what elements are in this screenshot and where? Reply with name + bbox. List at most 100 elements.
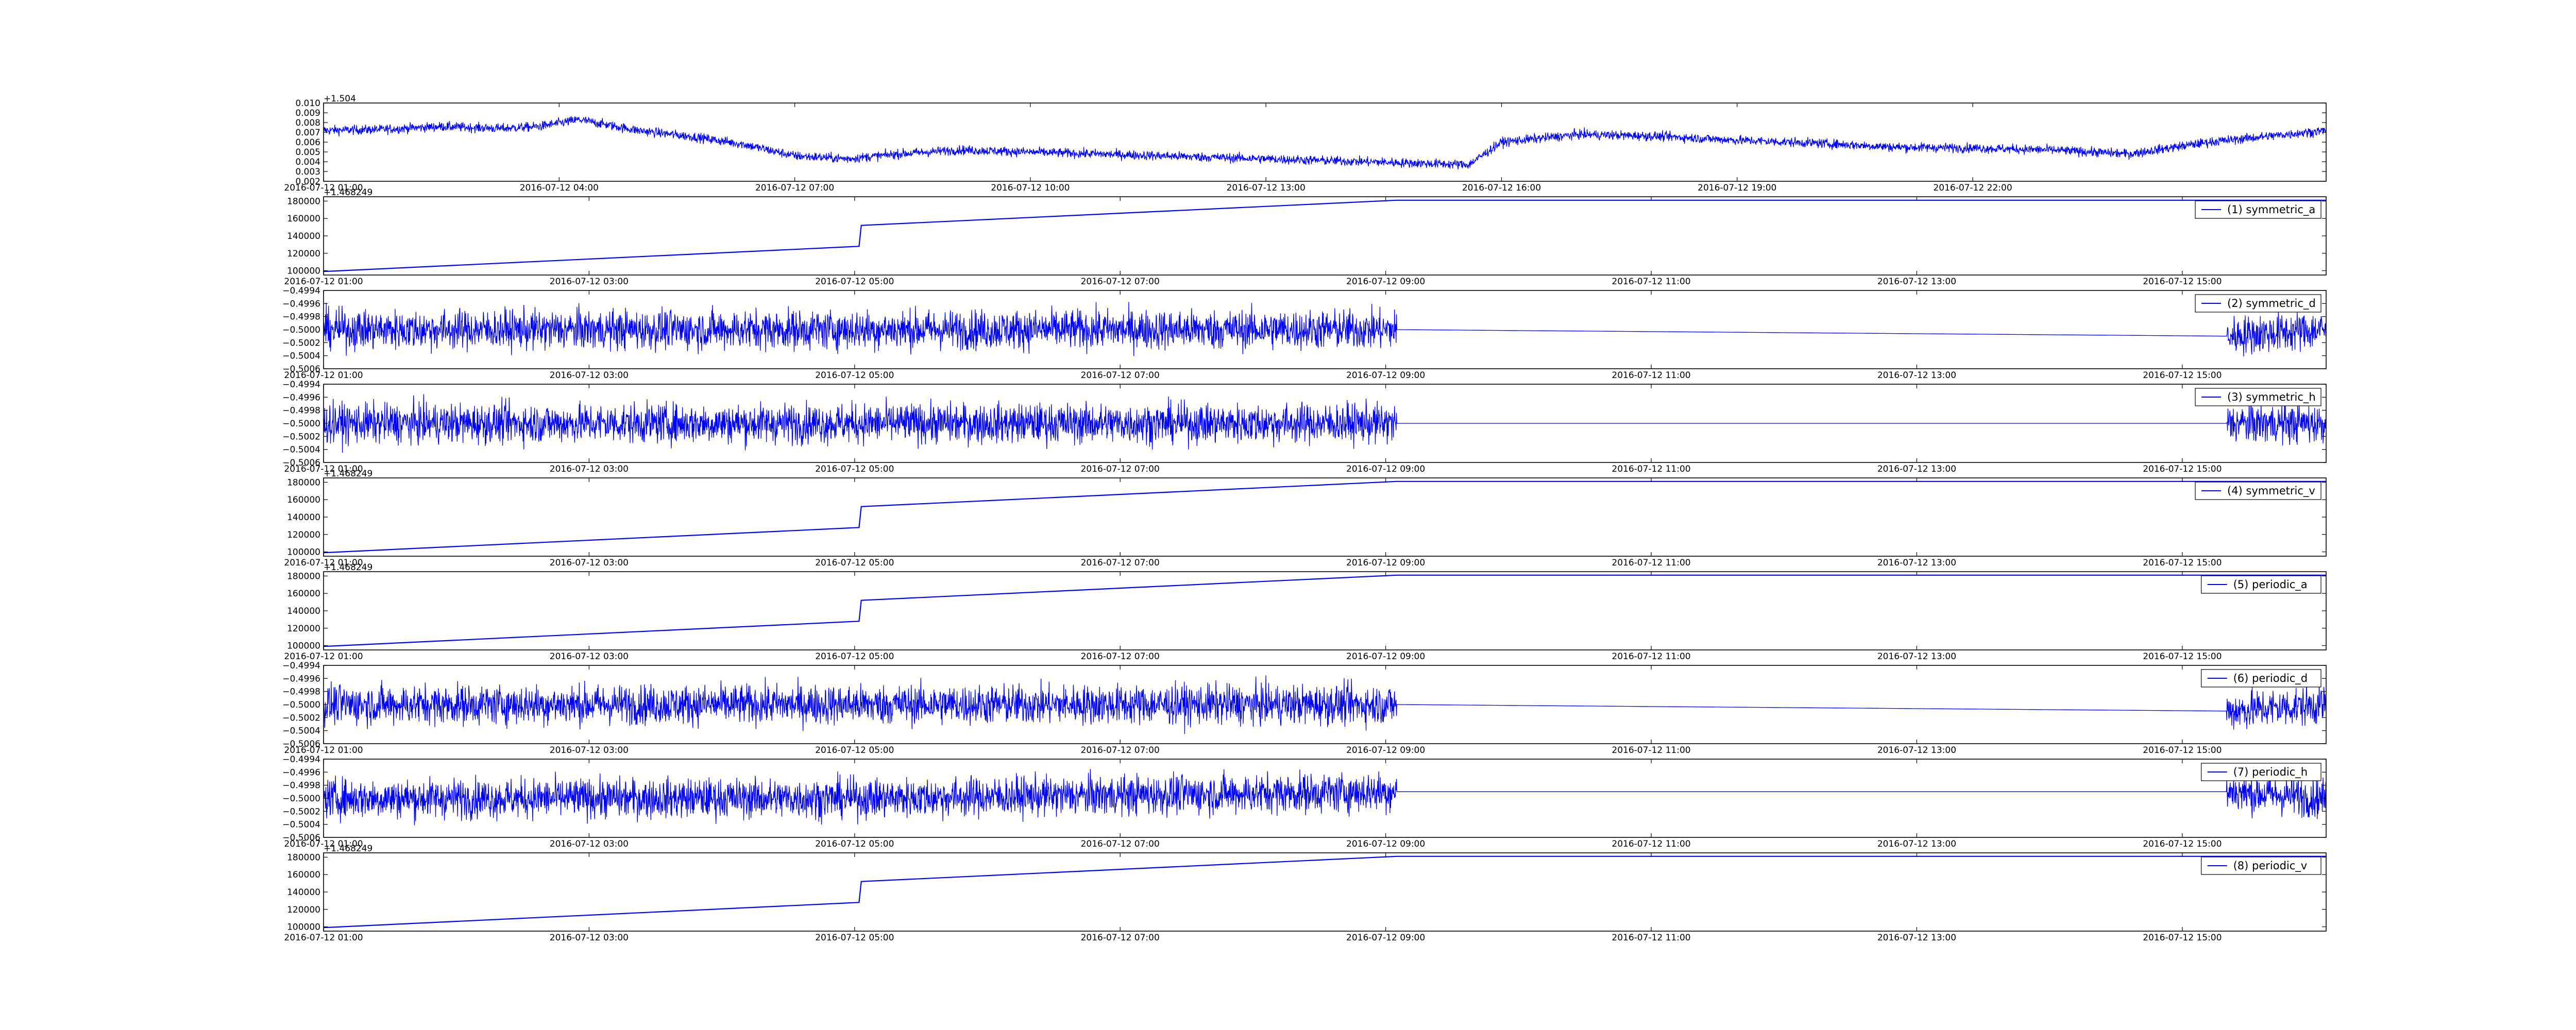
y-tick-label: −0.5006 — [282, 458, 320, 468]
y-tick-label: −0.5004 — [282, 351, 320, 362]
y-tick-label: −0.5002 — [282, 338, 320, 348]
x-tick-label: 2016-07-12 05:00 — [815, 651, 894, 662]
x-tick-label: 2016-07-12 09:00 — [1346, 558, 1425, 568]
x-tick-label: 2016-07-12 09:00 — [1346, 839, 1425, 849]
x-tick-label: 2016-07-12 13:00 — [1877, 651, 1956, 662]
x-tick-label: 2016-07-12 13:00 — [1877, 745, 1956, 756]
y-tick-label: −0.5000 — [282, 794, 320, 804]
x-tick-label: 2016-07-12 01:00 — [284, 651, 363, 662]
y-tick-label: −0.5000 — [282, 700, 320, 710]
y-tick-label: −0.4994 — [282, 380, 320, 390]
y-tick-label: 160000 — [287, 589, 320, 599]
x-tick-label: 2016-07-12 01:00 — [284, 277, 363, 287]
x-tick-label: 2016-07-12 11:00 — [1612, 370, 1690, 381]
legend-label: (4) symmetric_v — [2227, 485, 2315, 497]
x-tick-label: 2016-07-12 15:00 — [2143, 558, 2222, 568]
x-tick-label: 2016-07-12 01:00 — [284, 558, 363, 568]
y-tick-label: −0.5002 — [282, 713, 320, 723]
x-tick-label: 2016-07-12 07:00 — [1081, 370, 1160, 381]
x-tick-label: 2016-07-12 09:00 — [1346, 651, 1425, 662]
y-tick-label: −0.4998 — [282, 312, 320, 322]
series-line-5-1 — [324, 480, 2326, 554]
offset-text: +1.468249 — [324, 469, 372, 479]
x-tick-label: 2016-07-12 11:00 — [1612, 933, 1690, 943]
y-tick-label: 0.009 — [295, 108, 320, 118]
y-tick-label: −0.4998 — [282, 687, 320, 697]
subplot-7: −0.5006 −0.5004 −0.5002 −0.5000 −0.4998 −0.49… — [282, 661, 2327, 756]
x-tick-label: 2016-07-12 15:00 — [2143, 651, 2222, 662]
y-tick-label: −0.5006 — [282, 833, 320, 843]
legend-label: (7) periodic_h — [2233, 766, 2308, 779]
y-tick-label: −0.5002 — [282, 432, 320, 442]
series-line-1-1 — [324, 116, 2326, 169]
x-tick-label: 2016-07-12 13:00 — [1227, 183, 1306, 193]
y-tick-label: 140000 — [287, 512, 320, 523]
x-tick-label: 2016-07-12 04:00 — [520, 183, 599, 193]
x-tick-label: 2016-07-12 11:00 — [1612, 277, 1690, 287]
y-tick-label: −0.5002 — [282, 806, 320, 817]
x-tick-label: 2016-07-12 13:00 — [1877, 464, 1956, 474]
y-tick-label: −0.4996 — [282, 392, 320, 403]
y-tick-label: −0.4994 — [282, 754, 320, 765]
x-tick-label: 2016-07-12 01:00 — [284, 745, 363, 756]
x-tick-label: 2016-07-12 07:00 — [755, 183, 834, 193]
x-tick-label: 2016-07-12 11:00 — [1612, 464, 1690, 474]
x-tick-label: 2016-07-12 07:00 — [1081, 933, 1160, 943]
y-tick-label: 0.004 — [295, 157, 320, 167]
x-tick-label: 2016-07-12 07:00 — [1081, 277, 1160, 287]
y-tick-label: 100000 — [287, 922, 320, 933]
x-tick-label: 2016-07-12 07:00 — [1081, 464, 1160, 474]
x-tick-label: 2016-07-12 05:00 — [815, 558, 894, 568]
offset-text: +1.504 — [324, 94, 356, 104]
y-tick-label: 140000 — [287, 887, 320, 898]
y-tick-label: −0.5006 — [282, 739, 320, 749]
subplot-5: 100000 120000 140000 160000 180000 2016-07-12… — [284, 469, 2327, 568]
y-tick-label: −0.4998 — [282, 781, 320, 791]
x-tick-label: 2016-07-12 11:00 — [1612, 745, 1690, 756]
x-tick-label: 2016-07-12 13:00 — [1877, 558, 1956, 568]
x-tick-label: 2016-07-12 19:00 — [1698, 183, 1776, 193]
subplot-9: 100000 120000 140000 160000 180000 2016-07-12… — [284, 844, 2327, 943]
legend-label: (8) periodic_v — [2233, 860, 2308, 872]
subplot-8: −0.5006 −0.5004 −0.5002 −0.5000 −0.4998 −0.49… — [282, 754, 2327, 849]
subplot-4: −0.5006 −0.5004 −0.5002 −0.5000 −0.4998 −0.49… — [282, 380, 2327, 474]
x-tick-label: 2016-07-12 13:00 — [1877, 277, 1956, 287]
x-tick-label: 2016-07-12 09:00 — [1346, 464, 1425, 474]
x-tick-label: 2016-07-12 22:00 — [1933, 183, 2012, 193]
y-tick-label: 180000 — [287, 196, 320, 207]
x-tick-label: 2016-07-12 07:00 — [1081, 839, 1160, 849]
y-tick-label: −0.5000 — [282, 325, 320, 335]
x-tick-label: 2016-07-12 01:00 — [284, 839, 363, 849]
series-line-8-1 — [324, 769, 2326, 826]
subplot-1: 0.0020.0030.0040.0050.0060.0070.0080.009… — [284, 94, 2327, 193]
y-tick-label: −0.4996 — [282, 299, 320, 309]
y-tick-label: −0.4996 — [282, 767, 320, 778]
y-tick-label: 0.005 — [295, 147, 320, 158]
subplot-3: −0.5006 −0.5004 −0.5002 −0.5000 −0.4998 −0.49… — [282, 286, 2327, 381]
x-tick-label: 2016-07-12 03:00 — [550, 933, 629, 943]
legend-label: (5) periodic_a — [2233, 578, 2308, 591]
series-line-4-1 — [324, 394, 2326, 453]
x-tick-label: 2016-07-12 03:00 — [550, 839, 629, 849]
x-tick-label: 2016-07-12 15:00 — [2143, 933, 2222, 943]
legend-label: (3) symmetric_h — [2227, 391, 2316, 404]
offset-text: +1.468249 — [324, 844, 372, 854]
y-tick-label: 0.003 — [295, 167, 320, 177]
y-tick-label: −0.5004 — [282, 820, 320, 830]
x-tick-label: 2016-07-12 05:00 — [815, 933, 894, 943]
x-tick-label: 2016-07-12 10:00 — [991, 183, 1070, 193]
y-tick-label: 120000 — [287, 249, 320, 259]
x-tick-label: 2016-07-12 03:00 — [550, 277, 629, 287]
y-tick-label: −0.4996 — [282, 674, 320, 684]
x-tick-label: 2016-07-12 13:00 — [1877, 370, 1956, 381]
y-tick-label: 160000 — [287, 870, 320, 880]
x-tick-label: 2016-07-12 09:00 — [1346, 277, 1425, 287]
y-tick-label: −0.5006 — [282, 364, 320, 374]
x-tick-label: 2016-07-12 05:00 — [815, 464, 894, 474]
x-tick-label: 2016-07-12 07:00 — [1081, 558, 1160, 568]
x-tick-label: 2016-07-12 03:00 — [550, 558, 629, 568]
x-tick-label: 2016-07-12 11:00 — [1612, 558, 1690, 568]
